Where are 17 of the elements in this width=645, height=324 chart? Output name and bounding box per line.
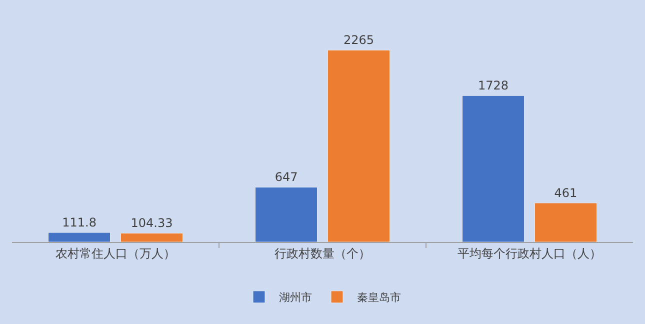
bar — [327, 50, 390, 242]
data-label: 1728 — [478, 78, 509, 93]
data-label: 461 — [554, 186, 578, 200]
bar — [534, 202, 598, 242]
legend-label: 湖州市 — [279, 291, 312, 304]
x-tick-label: 平均每个行政村人口（人） — [458, 246, 602, 260]
bar — [254, 186, 318, 242]
bar — [120, 232, 184, 242]
data-label: 104.33 — [130, 216, 173, 230]
bar — [462, 95, 525, 242]
data-label: 2265 — [343, 33, 374, 48]
x-tick-label: 农村常住人口（万人） — [56, 246, 176, 260]
data-label: 647 — [274, 170, 298, 184]
bar — [48, 232, 111, 242]
data-label: 111.8 — [62, 216, 96, 230]
legend-label: 秦皇岛市 — [357, 291, 401, 304]
x-tick-label: 行政村数量（个） — [274, 246, 370, 260]
